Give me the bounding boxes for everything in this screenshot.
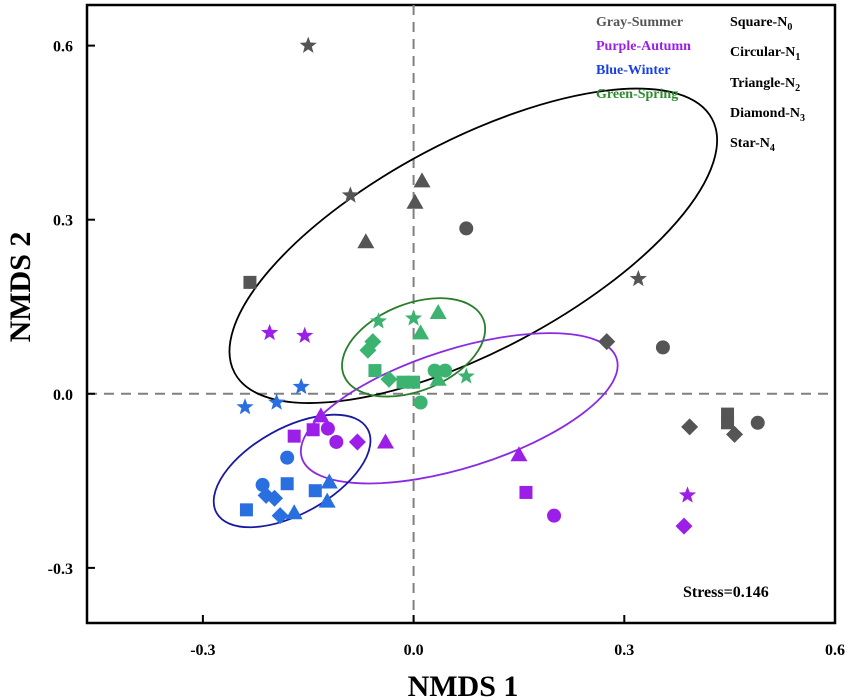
legend-spring: Green-Spring xyxy=(596,87,678,102)
ellipse-autumn xyxy=(299,332,619,485)
legend-summer: Gray-Summer xyxy=(596,15,683,30)
winter-square-point xyxy=(308,484,322,498)
autumn-square-point xyxy=(519,485,533,499)
plot-area: -0.3 0.0 0.3 0.6 -0.3 0.0 0.3 0.6 xyxy=(48,3,845,659)
ellipse-spring xyxy=(341,297,487,398)
x-axis-ticks: -0.3 0.0 0.3 0.6 xyxy=(190,615,845,659)
y-tick-label: 0.3 xyxy=(53,213,73,230)
spring-triangle-point xyxy=(429,304,447,320)
data-points xyxy=(236,36,765,535)
winter-diamond-point xyxy=(266,489,284,507)
y-tick-label: 0.6 xyxy=(53,39,73,56)
spring-star-point xyxy=(369,312,388,329)
autumn-diamond-point xyxy=(348,433,366,451)
summer-circle-point xyxy=(655,340,670,355)
legend-square: Square-N0 xyxy=(730,15,792,33)
spring-circle-point xyxy=(413,395,428,410)
winter-diamond-point xyxy=(271,507,289,525)
y-tick-label: -0.3 xyxy=(48,561,73,578)
legend-star: Star-N4 xyxy=(730,136,775,154)
ellipse-summer xyxy=(228,87,718,404)
summer-triangle-point xyxy=(413,172,431,188)
summer-square-point xyxy=(243,275,257,289)
autumn-star-point xyxy=(678,486,697,503)
autumn-square-point xyxy=(306,423,320,437)
x-tick-label: 0.3 xyxy=(614,642,634,659)
summer-star-point xyxy=(629,269,647,287)
legend-triangle: Triangle-N2 xyxy=(730,76,800,94)
summer-circle-point xyxy=(459,221,474,236)
spring-circle-point xyxy=(427,363,442,378)
y-axis-title: NMDS 2 xyxy=(4,232,37,343)
autumn-triangle-point xyxy=(510,446,528,462)
autumn-square-point xyxy=(287,429,301,443)
legend: Gray-Summer Purple-Autumn Blue-Winter Gr… xyxy=(596,15,805,154)
legend-diamond: Diamond-N3 xyxy=(730,106,805,124)
autumn-circle-point xyxy=(329,434,344,449)
legend-circular: Circular-N1 xyxy=(730,45,800,63)
winter-square-point xyxy=(239,503,253,517)
spring-diamond-point xyxy=(359,341,377,359)
x-tick-label: -0.3 xyxy=(190,642,215,659)
spring-triangle-point xyxy=(412,324,430,340)
winter-square-point xyxy=(280,477,294,491)
spring-diamond-point xyxy=(380,370,398,388)
winter-triangle-point xyxy=(285,504,303,520)
autumn-triangle-point xyxy=(312,407,330,423)
spring-star-point xyxy=(457,367,475,384)
winter-star-point xyxy=(236,398,254,415)
spring-square-point xyxy=(396,375,410,389)
summer-square-point xyxy=(721,416,735,430)
autumn-circle-point xyxy=(547,508,562,523)
summer-diamond-point xyxy=(681,418,699,436)
y-tick-label: 0.0 xyxy=(53,387,73,404)
stress-annotation: Stress=0.146 xyxy=(683,584,769,601)
autumn-star-point xyxy=(296,326,314,344)
winter-triangle-point xyxy=(318,492,336,508)
winter-triangle-point xyxy=(320,473,338,489)
autumn-circle-point xyxy=(320,421,335,436)
summer-diamond-point xyxy=(598,333,616,351)
legend-winter: Blue-Winter xyxy=(596,63,670,78)
spring-square-point xyxy=(407,375,421,389)
winter-star-point xyxy=(268,393,286,410)
x-tick-label: 0.6 xyxy=(825,642,845,659)
spring-triangle-point xyxy=(429,370,447,386)
confidence-ellipses xyxy=(212,87,718,529)
winter-circle-point xyxy=(280,450,295,465)
autumn-diamond-point xyxy=(675,517,693,535)
legend-autumn: Purple-Autumn xyxy=(596,39,691,54)
spring-square-point xyxy=(368,364,382,378)
plot-frame xyxy=(85,3,837,625)
summer-star-point xyxy=(341,186,359,203)
winter-star-point xyxy=(292,377,310,395)
spring-circle-point xyxy=(438,363,453,378)
autumn-triangle-point xyxy=(376,433,394,449)
ellipse-winter xyxy=(212,413,372,529)
y-axis-ticks: -0.3 0.0 0.3 0.6 xyxy=(48,39,95,578)
summer-triangle-point xyxy=(406,193,424,209)
summer-diamond-point xyxy=(726,425,744,443)
x-tick-label: 0.0 xyxy=(404,642,424,659)
x-axis-title: NMDS 1 xyxy=(408,670,519,700)
summer-star-point xyxy=(299,36,317,53)
autumn-star-point xyxy=(261,323,279,341)
summer-circle-point xyxy=(750,415,765,430)
spring-star-point xyxy=(405,309,423,326)
summer-triangle-point xyxy=(357,233,375,249)
